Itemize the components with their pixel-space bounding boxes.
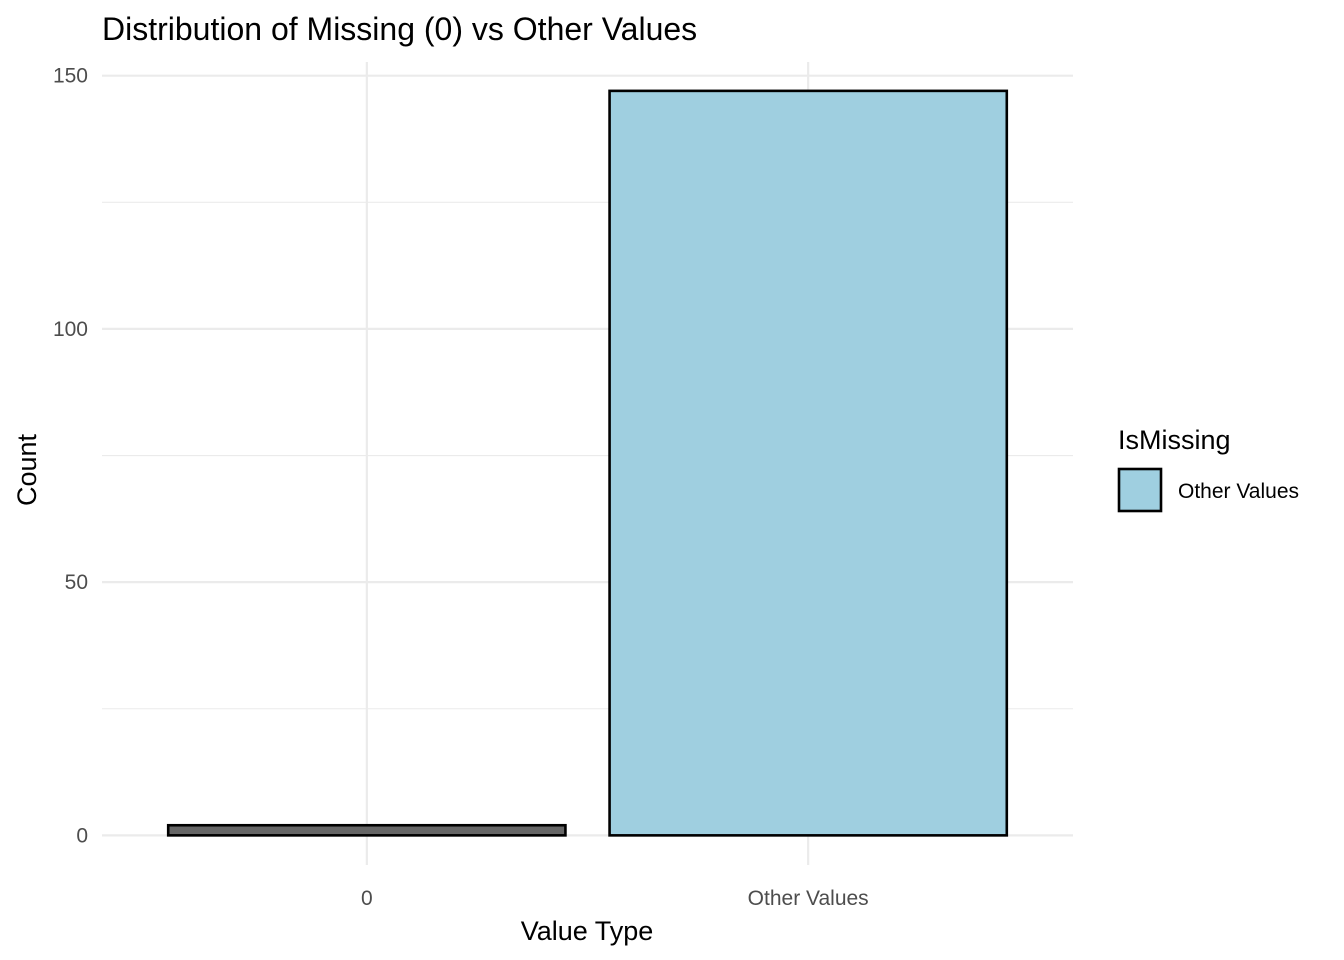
x-tick-label: 0 [361, 887, 373, 910]
legend-title: IsMissing [1118, 425, 1231, 455]
y-tick-label: 150 [53, 65, 88, 88]
y-tick-label: 50 [65, 571, 88, 594]
bars [166, 89, 1009, 837]
legend-key [1117, 467, 1163, 513]
y-tick-label: 100 [53, 318, 88, 341]
x-axis-title: Value Type [521, 916, 654, 946]
x-tick-label: Other Values [748, 887, 869, 910]
y-axis-ticks: 0 50 100 150 [53, 65, 88, 848]
y-axis-title: Count [12, 433, 42, 506]
legend-label: Other Values [1178, 480, 1299, 503]
bar-0 [166, 823, 567, 837]
legend: IsMissing Other Values [1117, 425, 1299, 513]
bar-other-values [608, 89, 1009, 837]
x-axis-ticks: 0 Other Values [361, 887, 869, 910]
legend-entries: Other Values [1117, 467, 1299, 513]
y-tick-label: 0 [76, 824, 88, 847]
chart-title: Distribution of Missing (0) vs Other Val… [102, 11, 697, 47]
